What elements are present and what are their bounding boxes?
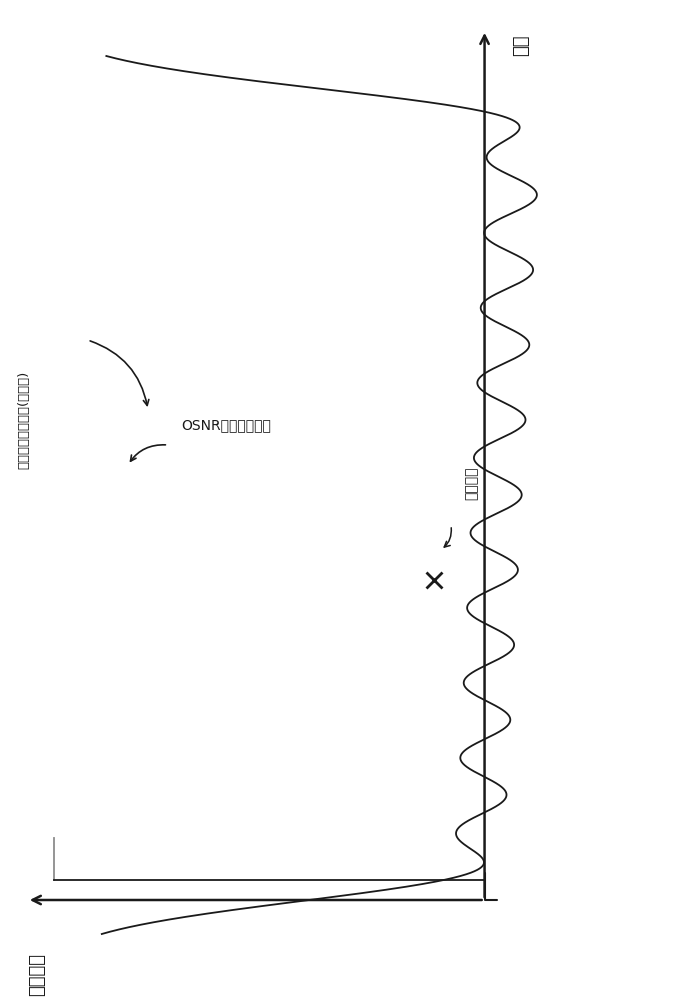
Text: 波长: 波长 [513,34,530,56]
Text: 噪声水平: 噪声水平 [464,466,478,500]
Text: 波长多路复用信号(主信号): 波长多路复用信号(主信号) [17,371,30,469]
Text: OSNR测量对象信号: OSNR测量对象信号 [182,418,272,432]
Text: 信号强度: 信号强度 [28,954,46,996]
